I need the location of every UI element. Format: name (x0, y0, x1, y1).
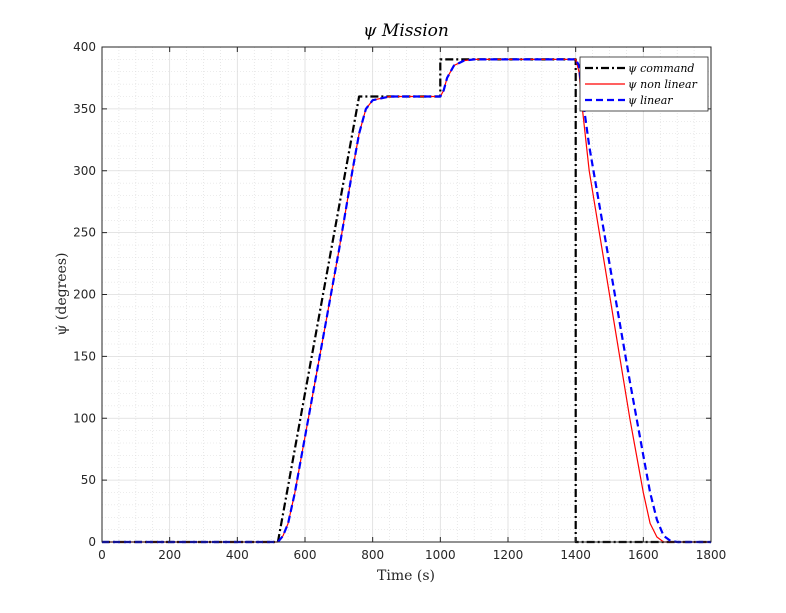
legend-label: ψ non linear (628, 78, 698, 91)
y-tick-label: 350 (73, 102, 96, 116)
y-tick-label: 250 (73, 226, 96, 240)
x-axis-ticks: 0 200 400 600 800 1000 1200 1400 1600 1800 (98, 47, 726, 562)
chart-title: ψ Mission (363, 21, 449, 41)
series-line-2 (102, 58, 711, 544)
series-line-0 (102, 58, 711, 544)
y-tick-label: 100 (73, 411, 96, 425)
y-tick-label: 150 (73, 349, 96, 363)
x-tick-label: 1000 (425, 548, 456, 562)
x-tick-label: 1800 (696, 548, 727, 562)
x-tick-label: 200 (158, 548, 181, 562)
legend-label: ψ command (628, 62, 694, 75)
x-axis-title: Time (s) (377, 568, 435, 584)
x-tick-label: 800 (361, 548, 384, 562)
x-tick-label: 0 (98, 548, 106, 562)
x-tick-label: 600 (294, 548, 317, 562)
x-tick-label: 400 (226, 548, 249, 562)
y-tick-label: 200 (73, 288, 96, 302)
y-tick-label: 50 (81, 473, 96, 487)
series-layer (102, 58, 711, 544)
x-tick-label: 1200 (493, 548, 524, 562)
legend: ψ command ψ non linear ψ linear (579, 56, 709, 112)
x-tick-label: 1600 (628, 548, 659, 562)
y-tick-label: 300 (73, 164, 96, 178)
legend-label: ψ linear (628, 94, 673, 107)
y-axis-title: ψ̇ (degrees) (54, 252, 70, 335)
x-tick-label: 1400 (560, 548, 591, 562)
y-tick-label: 0 (88, 535, 96, 549)
y-axis-ticks: 0 50 100 150 200 250 300 350 400 (73, 40, 711, 549)
y-tick-label: 400 (73, 40, 96, 54)
